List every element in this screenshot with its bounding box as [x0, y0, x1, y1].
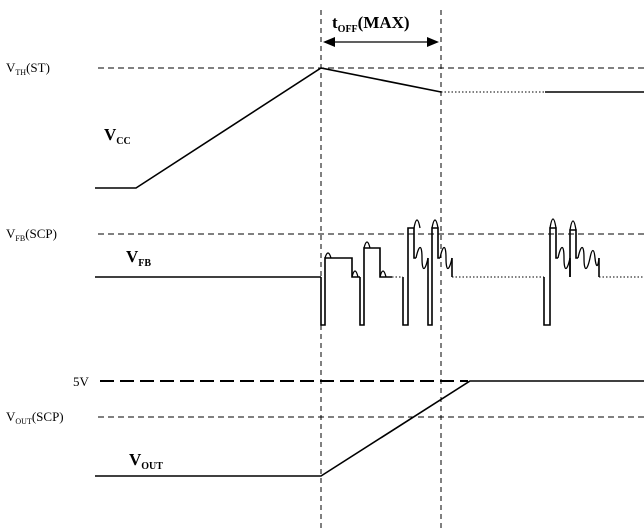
vfb-scp-label: VFB(SCP) — [6, 226, 57, 243]
five-v-label: 5V — [73, 374, 90, 389]
vcc-signal-label: VCC — [104, 125, 131, 147]
vth-st-label: VTH(ST) — [6, 60, 50, 77]
vfb-signal-label: VFB — [126, 247, 151, 269]
vout-scp-label: VOUT(SCP) — [6, 409, 64, 426]
vout-signal-label: VOUT — [129, 450, 163, 472]
vfb-waveform — [95, 218, 644, 326]
toff-max-label: tOFF(MAX) — [332, 13, 410, 35]
vcc-waveform — [95, 67, 442, 189]
toff-max-arrow — [323, 37, 439, 47]
vout-waveform — [95, 380, 644, 477]
